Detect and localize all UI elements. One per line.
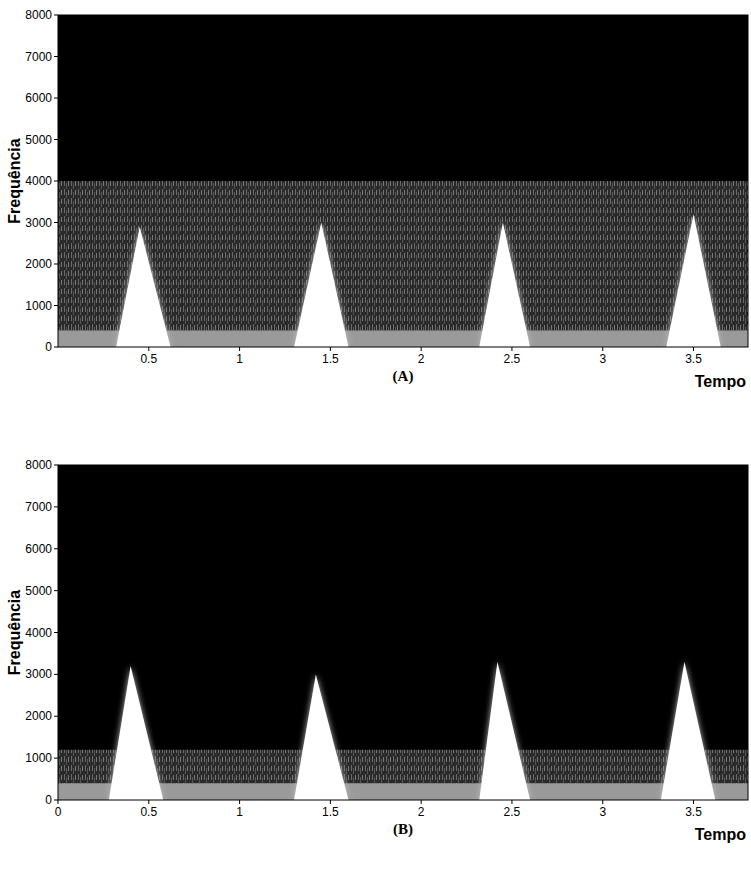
panel-label: (B) (393, 821, 413, 838)
y-tick (54, 548, 58, 549)
y-tick (54, 800, 58, 801)
x-tick-label: 2 (418, 352, 425, 366)
x-tick (602, 800, 603, 804)
x-tick (239, 347, 240, 351)
y-tick (54, 716, 58, 717)
burst-glow (666, 214, 720, 347)
y-tick-label: 1000 (25, 299, 52, 313)
burst (294, 223, 348, 348)
x-tick-label: 1.5 (322, 805, 339, 819)
x-tick (693, 347, 694, 351)
y-tick-label: 2000 (25, 709, 52, 723)
burst (479, 223, 530, 348)
noise-band (58, 750, 748, 800)
burst (479, 662, 530, 800)
y-axis-title: Frequência (6, 138, 23, 223)
y-tick-label: 6000 (25, 91, 52, 105)
burst-glow (479, 223, 530, 348)
x-tick (421, 347, 422, 351)
y-tick (54, 264, 58, 265)
x-tick (148, 800, 149, 804)
noise-band (58, 181, 748, 347)
burst-glow (479, 662, 530, 800)
y-tick (54, 15, 58, 16)
burst (661, 662, 715, 800)
plot-background (58, 15, 748, 347)
y-tick (54, 674, 58, 675)
y-tick (54, 139, 58, 140)
x-tick (58, 800, 59, 804)
x-tick-label: 0.5 (140, 805, 157, 819)
plot-background (58, 465, 748, 800)
x-tick-label: 2.5 (504, 805, 521, 819)
frame (58, 465, 748, 800)
y-tick-label: 3000 (25, 216, 52, 230)
x-axis-title: Tempo (695, 373, 746, 390)
x-tick-label: 1.5 (322, 352, 339, 366)
panel: 0 1000 2000 3000 4000 5000 6000 7000 8000 0.5 1 1.5… (6, 8, 748, 390)
burst (109, 666, 163, 800)
burst (294, 674, 348, 800)
x-tick (330, 347, 331, 351)
y-tick-label: 2000 (25, 257, 52, 271)
data-layer (58, 181, 748, 347)
x-axis-title: Tempo (695, 826, 746, 843)
x-tick-label: 2 (418, 805, 425, 819)
x-tick (511, 800, 512, 804)
x-tick (602, 347, 603, 351)
y-tick (54, 758, 58, 759)
figure: 0 1000 2000 3000 4000 5000 6000 7000 8000 0.5 1 1.5… (0, 0, 751, 883)
x-tick (330, 800, 331, 804)
x-tick (511, 347, 512, 351)
y-tick (54, 506, 58, 507)
y-tick-label: 4000 (25, 626, 52, 640)
x-tick-label: 0 (55, 805, 62, 819)
y-tick (54, 56, 58, 57)
y-tick (54, 98, 58, 99)
frame (58, 15, 748, 347)
y-tick-label: 6000 (25, 542, 52, 556)
y-tick-label: 7000 (25, 50, 52, 64)
data-layer (58, 662, 748, 800)
x-tick-label: 3 (599, 805, 606, 819)
x-tick (239, 800, 240, 804)
x-tick (421, 800, 422, 804)
x-tick-label: 0.5 (140, 352, 157, 366)
x-tick-label: 2.5 (504, 352, 521, 366)
panel: 0 1000 2000 3000 4000 5000 6000 7000 8000 0 0.5 1 1.… (6, 458, 748, 843)
burst (116, 227, 170, 347)
y-tick-label: 3000 (25, 667, 52, 681)
y-tick-label: 8000 (25, 8, 52, 22)
y-tick-label: 7000 (25, 500, 52, 514)
burst-glow (661, 662, 715, 800)
burst (666, 214, 720, 347)
y-tick-label: 4000 (25, 174, 52, 188)
x-tick (693, 800, 694, 804)
x-tick-label: 3.5 (685, 352, 702, 366)
burst-glow (294, 674, 348, 800)
x-tick-label: 3 (599, 352, 606, 366)
x-tick-label: 1 (236, 352, 243, 366)
burst-glow (116, 227, 170, 347)
x-tick (148, 347, 149, 351)
y-tick-label: 0 (45, 793, 52, 807)
y-tick (54, 181, 58, 182)
y-axis-title: Frequência (6, 590, 23, 675)
y-tick-label: 5000 (25, 133, 52, 147)
panel-label: (A) (393, 368, 414, 385)
burst-glow (294, 223, 348, 348)
y-tick (54, 465, 58, 466)
y-tick (54, 222, 58, 223)
y-tick (54, 305, 58, 306)
burst-glow (109, 666, 163, 800)
y-tick (54, 632, 58, 633)
x-tick-label: 3.5 (685, 805, 702, 819)
y-tick (54, 590, 58, 591)
y-tick-label: 8000 (25, 458, 52, 472)
x-tick-label: 1 (236, 805, 243, 819)
y-tick-label: 1000 (25, 751, 52, 765)
y-tick-label: 0 (45, 340, 52, 354)
y-tick (54, 347, 58, 348)
y-tick-label: 5000 (25, 584, 52, 598)
